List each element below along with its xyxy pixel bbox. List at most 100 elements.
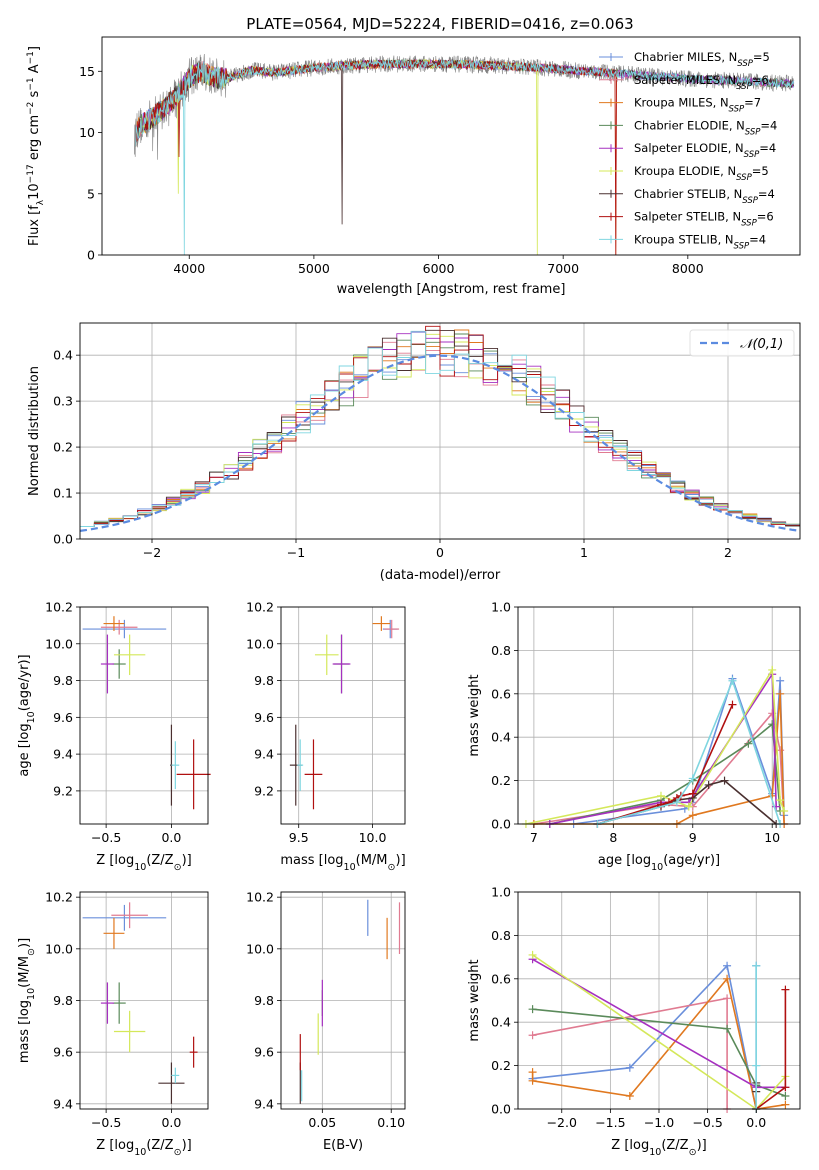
x-tick-label: 0 [436, 545, 444, 560]
y-tick-label: 9.4 [254, 1096, 274, 1111]
y-tick-label: 9.8 [254, 673, 274, 688]
y-tick-label: 0.4 [491, 1015, 511, 1030]
plot-area [82, 902, 198, 1104]
weight-marker [528, 950, 537, 959]
axes-border [517, 891, 801, 1110]
y-tick-label: 0.3 [53, 394, 73, 409]
y-axis-label: mass [log10(M/M⊙)] [17, 938, 37, 1063]
model-line-salpeter-stelib [135, 58, 619, 255]
axes-border [79, 606, 209, 825]
x-axis-label: (data-model)/error [380, 568, 501, 583]
figure-title: PLATE=0564, MJD=52224, FIBERID=0416, z=0… [246, 15, 633, 33]
x-tick-label: 0.10 [377, 1115, 405, 1130]
axes-frame: −0.5 0.0 9.2 9.4 9.6 9.8 10.0 10.2 Z [log10(Z/Z⊙… [17, 600, 209, 873]
y-tick-label: 0.1 [53, 486, 73, 501]
gridlines [518, 606, 800, 825]
x-tick-label: 9.5 [289, 830, 309, 845]
gaussian-curve [79, 354, 801, 532]
y-tick-label: 9.2 [53, 783, 73, 798]
gridlines [518, 891, 800, 1110]
x-tick-label: 1 [580, 545, 588, 560]
chart-spectrum: 4000 5000 6000 7000 8000 0 5 10 15 wavelength [An… [26, 36, 801, 297]
legend-label: Salpeter ELODIE, NSSP=4 [634, 141, 776, 160]
weight-marker [723, 994, 732, 1003]
x-tick-label: −2.0 [547, 1115, 577, 1130]
y-tick-label: 9.6 [53, 1045, 73, 1060]
weight-marker [656, 791, 665, 800]
y-tick-label: 10.0 [246, 941, 274, 956]
legend-label: Salpeter STELIB, NSSP=6 [634, 210, 774, 229]
errorbar-point [103, 917, 125, 949]
axes-border [79, 891, 209, 1110]
weight-marker [752, 1061, 761, 1070]
x-tick-label: −0.5 [692, 1115, 722, 1130]
weight-marker [781, 985, 790, 994]
weight-marker [720, 776, 729, 785]
errorbar-point [100, 634, 114, 694]
gridlines [281, 892, 405, 1109]
y-tick-label: 9.6 [254, 710, 274, 725]
errorbar-point [82, 904, 167, 931]
weight-marker [752, 961, 761, 970]
x-axis-label: mass [log10(M/M⊙)] [280, 853, 405, 873]
weight-marker [723, 961, 732, 970]
legend-label: Salpeter MILES, NSSP=6 [634, 73, 769, 92]
weight-marker [723, 1024, 732, 1033]
errorbar-point [189, 1036, 198, 1068]
y-tick-label: 0.0 [491, 1102, 511, 1117]
x-axis-label: E(B-V) [323, 1138, 363, 1153]
y-tick-label: 10.2 [45, 890, 73, 905]
y-tick-label: 0.0 [491, 817, 511, 832]
y-tick-label: 10.0 [45, 636, 73, 651]
y-tick-label: 0.8 [491, 643, 511, 658]
y-tick-label: 9.8 [254, 993, 274, 1008]
x-tick-label: 7000 [547, 261, 579, 276]
axes-border [101, 36, 801, 256]
y-axis-label: Flux [fλ10−17 erg cm−2 s−1 A−1] [26, 46, 46, 246]
weight-marker [528, 1076, 537, 1085]
y-axis-label: Normed distribution [27, 366, 42, 496]
weight-line [532, 964, 757, 1110]
x-tick-label: −1 [287, 545, 305, 560]
errorbar-point [100, 982, 114, 1024]
x-tick-label: −2 [143, 545, 161, 560]
x-tick-label: 4000 [173, 261, 205, 276]
y-tick-label: 0.2 [53, 440, 73, 455]
legend-label: Kroupa MILES, NSSP=7 [634, 96, 761, 115]
weight-line [525, 667, 785, 825]
errorbar-point [304, 739, 323, 810]
y-tick-label: 9.4 [53, 747, 73, 762]
y-tick-label: 9.4 [254, 747, 274, 762]
axes-frame: 9.5 10.0 9.2 9.4 9.6 9.8 10.0 10.2 mass [log10(M… [246, 600, 406, 873]
x-tick-label: 0.0 [161, 1115, 181, 1130]
chart-mass_vs_Z: −0.5 0.0 9.4 9.6 9.8 10.0 10.2 Z [log10(Z/Z⊙)] m… [17, 890, 209, 1158]
chart-mass_vs_ebv: 0.05 0.10 9.4 9.6 9.8 10.0 10.2 E(B-V) [246, 890, 406, 1153]
y-tick-label: 0.8 [491, 928, 511, 943]
weight-marker [528, 1005, 537, 1014]
weight-marker [672, 798, 681, 807]
errorbar-point [314, 634, 339, 676]
plot-area [521, 665, 789, 828]
y-tick-label: 10.2 [246, 890, 274, 905]
axes-border [517, 606, 801, 825]
weight-line [533, 711, 785, 825]
x-tick-label: 10.0 [359, 830, 387, 845]
weight-line [532, 1008, 786, 1097]
errorbar-point [100, 619, 138, 635]
axes-frame: −0.5 0.0 9.4 9.6 9.8 10.0 10.2 Z [log10(Z/Z⊙)] m… [17, 890, 209, 1158]
errorbar-point [82, 619, 167, 639]
x-tick-label: 0.0 [746, 1115, 766, 1130]
model-line-kroupa-miles [135, 59, 619, 255]
legend: Chabrier MILES, NSSP=5 Salpeter MILES, NS… [599, 50, 777, 251]
plot-area [134, 53, 795, 255]
y-tick-label: 9.6 [53, 710, 73, 725]
x-axis-label: age [log10(age/yr)] [598, 853, 720, 873]
x-axis-label: Z [log10(Z/Z⊙)] [96, 1138, 191, 1158]
chart-age_vs_mass: 9.5 10.0 9.2 9.4 9.6 9.8 10.0 10.2 mass [log10(M… [246, 600, 406, 873]
weight-marker [781, 1083, 790, 1092]
x-tick-label: 8000 [672, 261, 704, 276]
errorbar-point [372, 616, 391, 631]
x-tick-label: −0.5 [91, 830, 121, 845]
y-tick-label: 0.4 [491, 730, 511, 745]
